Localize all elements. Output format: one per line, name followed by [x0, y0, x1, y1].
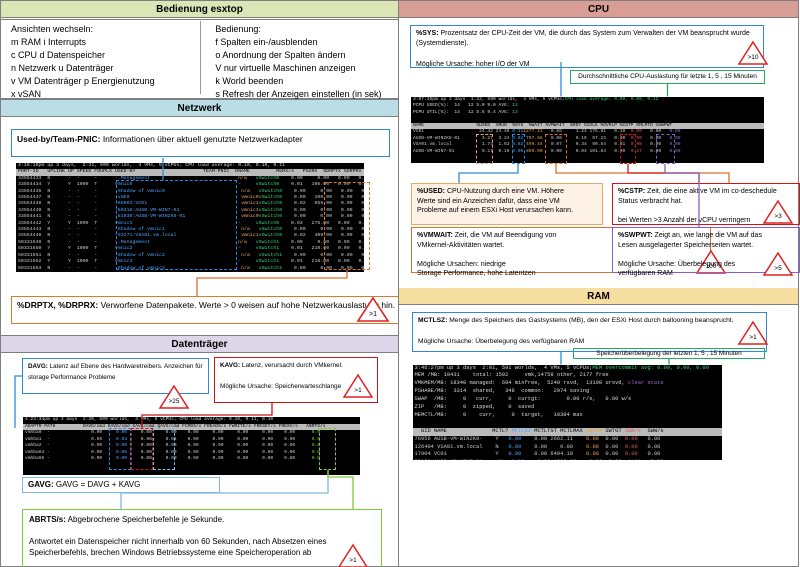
svg-text:>1: >1 — [749, 334, 757, 341]
svg-text:>1: >1 — [354, 387, 362, 394]
svg-text:>1: >1 — [369, 311, 377, 318]
svg-text:>10: >10 — [747, 54, 758, 61]
svg-text:>25: >25 — [168, 398, 179, 405]
svg-text:>3: >3 — [774, 213, 782, 220]
svg-text:>5: >5 — [774, 265, 782, 272]
svg-text:>1: >1 — [349, 557, 357, 564]
